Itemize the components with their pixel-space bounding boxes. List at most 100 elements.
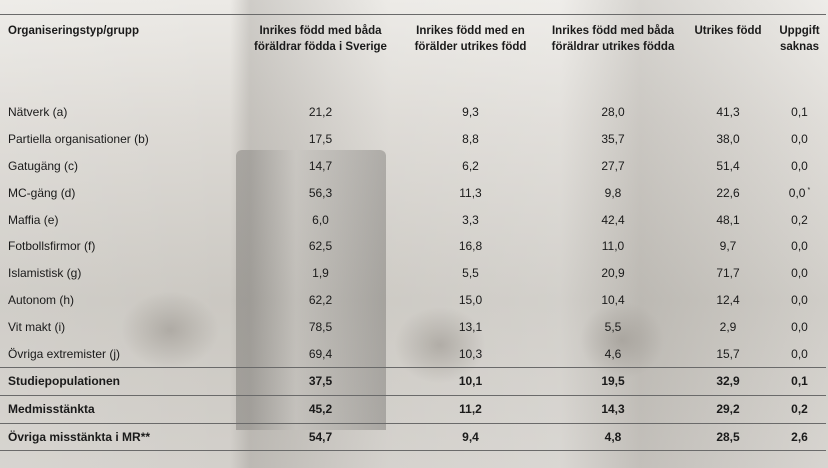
cell-value: 37,5 xyxy=(308,374,333,389)
table-cell: 21,2 xyxy=(243,99,398,126)
table-cell: 19,5 xyxy=(543,366,683,396)
table-cell: 32,9 xyxy=(683,366,773,396)
table-cell: 45,2 xyxy=(243,394,398,424)
row-label: Övriga misstänkta i MR** xyxy=(0,422,243,452)
header-foreign-born: Utrikes född xyxy=(694,25,762,37)
row-label: Gatugäng (c) xyxy=(8,158,79,173)
row-label: Fotbollsfirmor (f) xyxy=(8,239,96,254)
table-cell: 37,5 xyxy=(243,366,398,396)
cell-value: 29,2 xyxy=(716,402,740,417)
table-cell: 13,1 xyxy=(398,313,543,340)
cell-value: 20,9 xyxy=(601,266,625,281)
table-cell: 6,0 xyxy=(243,206,398,233)
row-label: Autonom (h) xyxy=(8,292,75,307)
cell-value: 9,7 xyxy=(719,239,737,254)
table-cell: 1,9 xyxy=(243,260,398,287)
cell-value: 13,1 xyxy=(458,319,483,334)
table-cell: 0,0 xyxy=(773,126,826,153)
table-cell: 62,2 xyxy=(243,287,398,314)
table-cell: 71,7 xyxy=(683,260,773,287)
cell-value: 5,5 xyxy=(604,319,622,334)
table-cell: 10,4 xyxy=(543,287,683,314)
cell-value: 0,0 xyxy=(791,346,808,361)
summary-row: Studiepopulationen 37,5 10,1 19,5 32,9 0,1 xyxy=(0,366,826,396)
cell-value: 51,4 xyxy=(716,158,740,173)
cell-value: 14,3 xyxy=(601,402,625,417)
cell-value: 0,1 xyxy=(791,105,808,120)
cell-value: 6,0 xyxy=(312,212,329,227)
cell-value: 27,7 xyxy=(601,158,625,173)
footnote-marker: * xyxy=(807,186,811,194)
header-organization-type: Organiseringstyp/grupp xyxy=(8,25,139,37)
table-cell: 78,5 xyxy=(243,313,398,340)
header-domestic-one-parent-foreign: Inrikes född med en förälder utrikes föd… xyxy=(414,25,527,53)
table-cell: 2,9 xyxy=(683,313,773,340)
table-cell: 69,4 xyxy=(243,340,398,367)
table-cell: 3,3 xyxy=(398,206,543,233)
table-cell: 0,0 xyxy=(773,340,826,367)
table-cell: 0,0 xyxy=(773,233,826,260)
table-row: Övriga extremister (j) 69,4 10,3 4,6 15,7 0,0 xyxy=(0,340,826,367)
cell-value: 2,9 xyxy=(719,319,737,334)
cell-value: 15,0 xyxy=(458,292,483,307)
table-cell: 4,8 xyxy=(543,422,683,452)
cell-value: 3,3 xyxy=(462,212,479,227)
table-cell: 10,1 xyxy=(398,366,543,396)
table-cell: 8,8 xyxy=(398,126,543,153)
table-cell: 10,3 xyxy=(398,340,543,367)
table-cell: 0,0 xyxy=(773,313,826,340)
summary-row: Övriga misstänkta i MR** 54,7 9,4 4,8 28,5 2,… xyxy=(0,422,826,452)
table-cell: 4,6 xyxy=(543,340,683,367)
table-cell: 5,5 xyxy=(398,260,543,287)
cell-value: 0,2 xyxy=(791,402,808,417)
row-label: Partiella organisationer (b) xyxy=(8,132,149,147)
cell-value: 22,6 xyxy=(716,185,740,200)
row-label: Övriga extremister (j) xyxy=(8,346,121,361)
cell-value: 4,6 xyxy=(604,346,622,361)
table-cell: 6,2 xyxy=(398,153,543,180)
table-row: Nätverk (a) 21,2 9,3 28,0 41,3 0,1 xyxy=(0,99,826,126)
cell-value: 11,3 xyxy=(459,185,482,200)
cell-value: 69,4 xyxy=(308,346,333,361)
table-row: Autonom (h) 62,2 15,0 10,4 12,4 0,0 xyxy=(0,287,826,314)
cell-value: 0,0 xyxy=(791,132,808,147)
cell-value: 0,0 xyxy=(791,292,808,307)
header-row: Organiseringstyp/grupp Inrikes född med … xyxy=(0,14,826,100)
cell-value: 48,1 xyxy=(716,212,740,227)
cell-value: 0,1 xyxy=(791,374,808,389)
table-cell: 11,2 xyxy=(398,394,543,424)
cell-value: 12,4 xyxy=(716,292,740,307)
cell-value: 10,4 xyxy=(601,292,625,307)
table-row: Vit makt (i) 78,5 13,1 5,5 2,9 0,0 xyxy=(0,313,826,340)
cell-value: 0,0 xyxy=(788,185,806,200)
header-missing-data: Uppgift saknas xyxy=(779,25,820,53)
cell-value: 41,3 xyxy=(716,105,740,120)
table-cell: 12,4 xyxy=(683,287,773,314)
table-cell: 51,4 xyxy=(683,153,773,180)
table-cell: 9,8 xyxy=(543,179,683,206)
cell-value: 19,5 xyxy=(601,374,625,389)
table-cell: 0,2 xyxy=(773,206,826,233)
row-label: MC-gäng (d) xyxy=(8,185,76,200)
table-cell: 14,3 xyxy=(543,394,683,424)
table-row: MC-gäng (d) 56,3 11,3 9,8 22,6 0,0 * xyxy=(0,179,826,206)
table-cell: 42,4 xyxy=(543,206,683,233)
table-cell: 0,0 xyxy=(773,260,826,287)
table-cell: 54,7 xyxy=(243,422,398,452)
table-row: Partiella organisationer (b) 17,5 8,8 35,7 3… xyxy=(0,126,826,153)
cell-value: 9,3 xyxy=(462,105,479,120)
table-cell: 15,0 xyxy=(398,287,543,314)
header-domestic-both-parents-sweden: Inrikes född med båda föräldrar födda i … xyxy=(254,25,387,53)
cell-value: 45,2 xyxy=(308,402,333,417)
cell-value: 14,7 xyxy=(308,158,333,173)
cell-value: 56,3 xyxy=(308,185,333,200)
cell-value: 32,9 xyxy=(716,374,740,389)
table-cell: 5,5 xyxy=(543,313,683,340)
cell-value: 28,5 xyxy=(716,429,740,444)
row-label: Medmisstänkta xyxy=(0,394,243,424)
table-cell: 9,7 xyxy=(683,233,773,260)
cell-value: 54,7 xyxy=(308,429,333,444)
cell-value: 11,0 xyxy=(601,239,625,254)
cell-value: 9,4 xyxy=(462,429,479,444)
